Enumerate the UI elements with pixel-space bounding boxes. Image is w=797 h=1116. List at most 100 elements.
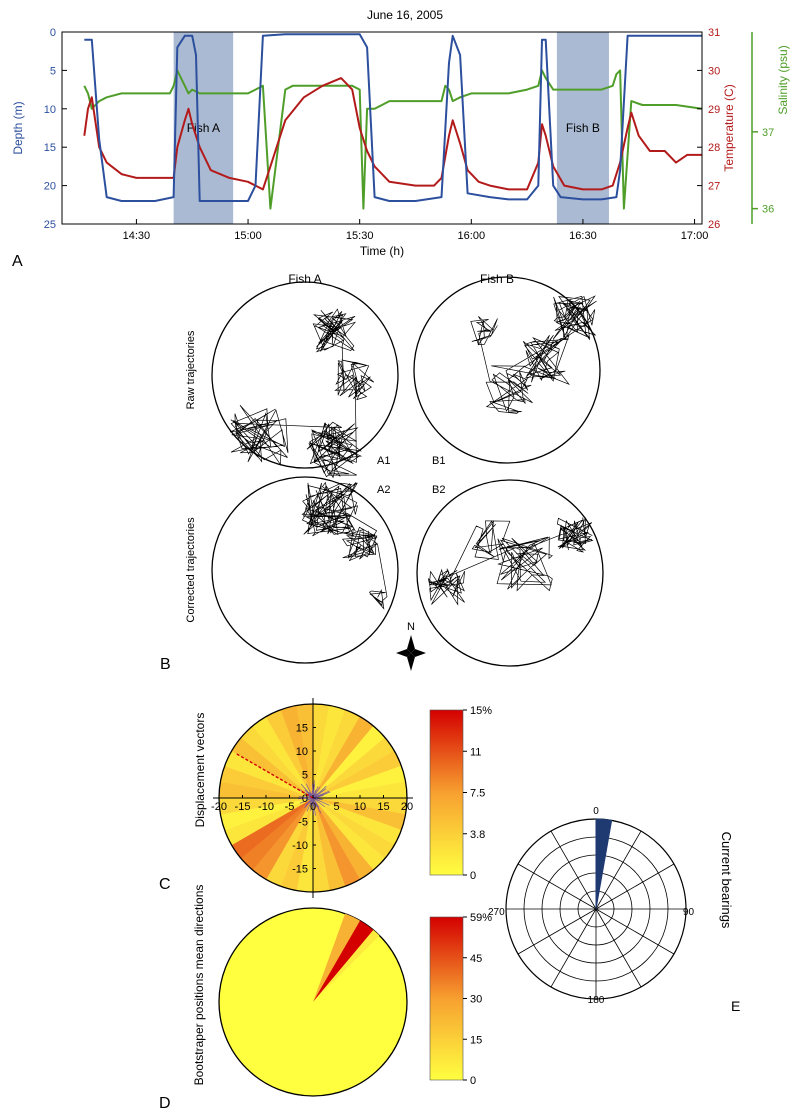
depth-series-line (84, 33, 702, 202)
shaded-regions: Fish A Fish B (173, 32, 609, 224)
depth-tick-label: 0 (50, 27, 56, 39)
salinity-series-line (83, 69, 703, 210)
depth-tick-label: 20 (44, 181, 56, 193)
c-y-tick-label: 0 (302, 793, 308, 805)
salinity-tick-label: 36 (762, 204, 774, 216)
c-y-tick-label: 10 (296, 746, 308, 758)
shaded-region (556, 32, 609, 224)
trajectory-path (229, 308, 375, 479)
colorbar-tick-label: 0 (470, 1075, 476, 1087)
x-tick-label: 16:00 (458, 230, 486, 242)
panel-d-bootstrap: Bootstraper positions mean directions 59… (159, 885, 492, 1112)
shaded-region-label: Fish B (566, 121, 600, 135)
c-y-tick-label: -5 (298, 817, 308, 829)
trajectory-path (301, 481, 388, 610)
compass-icon: N (396, 621, 426, 671)
temperature-tick-label: 30 (708, 65, 720, 77)
c-y-tick-label: -10 (292, 840, 308, 852)
column-title-fish-b: Fish B (480, 272, 514, 286)
temperature-tick-label: 28 (708, 142, 720, 154)
colorbar-tick-label: 15 (470, 1034, 482, 1046)
displacement-vector (310, 797, 314, 812)
temperature-tick-label: 29 (708, 104, 720, 116)
e-ylabel: Current bearings (719, 832, 734, 929)
displacement-vector (312, 786, 319, 799)
c-x-tick-label: -15 (235, 801, 251, 813)
displacement-vector (304, 797, 314, 809)
circle-b2 (416, 479, 604, 667)
colorbar-tick-label: 59% (470, 912, 492, 924)
circle-a2 (211, 476, 399, 664)
panel-a-timeseries: June 16, 2005 Fish A Fish B 14:30 15:00 15:… (11, 8, 790, 270)
polar-spoke (550, 908, 597, 988)
bearing-bars (595, 818, 613, 910)
colorbar-tick-label: 45 (470, 953, 482, 965)
trajectory-paths (229, 295, 597, 610)
displacement-vector (312, 785, 327, 799)
panel-label-e: E (731, 998, 740, 1014)
polar-spoke (595, 908, 675, 955)
row-label-corrected: Corrected trajectories (185, 517, 197, 623)
temperature-tick-label: 27 (708, 181, 720, 193)
x-tick-label: 14:30 (123, 230, 151, 242)
polar-spoke (595, 863, 675, 910)
c-x-tick-label: 5 (333, 801, 339, 813)
polar-spoke (595, 908, 642, 988)
circle-b1 (413, 276, 601, 464)
depth-tick-label: 5 (50, 65, 56, 77)
temperature-axis-label: Temperature (C) (722, 84, 736, 171)
temperature-tick-label: 31 (708, 27, 720, 39)
series-lines (83, 33, 703, 210)
polar-spoke (550, 830, 597, 910)
c-ylabel: Displacement vectors (193, 713, 207, 828)
depth-tick-label: 25 (44, 219, 56, 231)
c-x-tick-label: -5 (285, 801, 295, 813)
circle-a1 (211, 281, 399, 469)
depth-tick-label: 10 (44, 104, 56, 116)
displacement-sectors (218, 703, 408, 893)
panel-a-title: June 16, 2005 (367, 8, 443, 22)
depth-axis: 0 5 10 15 20 25 (44, 27, 67, 231)
angle-label-270: 270 (488, 907, 505, 918)
compass-north-label: N (407, 621, 415, 633)
panel-label-a: A (12, 253, 23, 270)
displacement-vector (299, 797, 314, 804)
angle-label-180: 180 (588, 995, 605, 1006)
panel-label-d: D (159, 1095, 171, 1112)
c-y-tick-label: 15 (296, 723, 308, 735)
c-x-tick-label: 10 (354, 801, 366, 813)
d-ylabel: Bootstraper positions mean directions (192, 885, 206, 1086)
panel-e-current-bearings: 0 90 180 270 Current bearings E (488, 806, 740, 1014)
c-x-tick-label: -10 (258, 801, 274, 813)
x-tick-label: 15:00 (234, 230, 262, 242)
x-axis: 14:30 15:00 15:30 16:00 16:30 17:00 (123, 219, 709, 242)
polar-spoke (517, 908, 597, 955)
salinity-axis-label: Salinity (psu) (776, 45, 790, 114)
x-tick-label: 15:30 (346, 230, 374, 242)
c-x-tick-label: 15 (377, 801, 389, 813)
c-y-tick-label: 5 (302, 770, 308, 782)
vector-star (234, 752, 331, 816)
colorbar-c (429, 709, 464, 876)
x-axis-label: Time (h) (360, 244, 404, 258)
colorbar-tick-label: 0 (470, 870, 476, 882)
colorbar-tick-label: 7.5 (470, 788, 485, 800)
colorbar-d (429, 916, 464, 1081)
mean-vector (234, 752, 314, 799)
plot-frame (61, 31, 703, 225)
colorbar-c-ticks: 15% 11 7.5 3.8 0 (463, 705, 492, 882)
colorbar-tick-label: 15% (470, 705, 492, 717)
colorbar-tick-label: 3.8 (470, 829, 485, 841)
bootstrap-sector (313, 929, 380, 1002)
temperature-tick-label: 26 (708, 219, 720, 231)
label-b1: B1 (432, 455, 445, 467)
salinity-axis: 36 37 (752, 127, 774, 216)
panel-label-b: B (160, 656, 171, 673)
c-x-tick-label: 0 (310, 801, 316, 813)
x-tick-label: 17:00 (681, 230, 709, 242)
polar-spoke (595, 830, 642, 910)
angle-label-0: 0 (593, 806, 599, 817)
